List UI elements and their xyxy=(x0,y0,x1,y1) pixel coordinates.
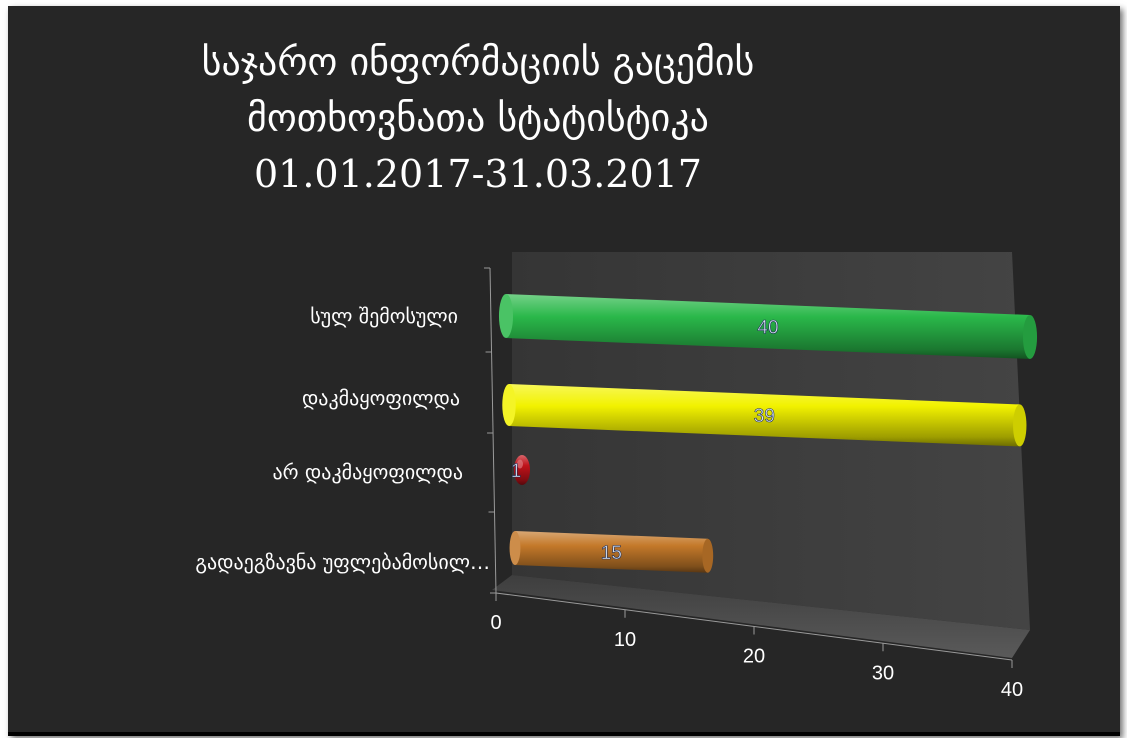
x-tick-label: 0 xyxy=(490,612,501,634)
category-label: სულ შემოსული xyxy=(310,304,458,328)
bar xyxy=(498,294,1038,359)
data-label: 1 xyxy=(511,461,522,482)
chart-bars xyxy=(498,294,1038,573)
title-date-range: 01.01.2017-31.03.2017 xyxy=(254,152,702,196)
data-label: 40 xyxy=(757,317,778,338)
bar xyxy=(502,384,1027,447)
chart-axes xyxy=(484,267,1013,668)
category-label: გადაეგზავნა უფლებამოსილ… xyxy=(195,550,490,574)
data-label: 15 xyxy=(601,543,622,564)
title-line-2: მოთხოვნათა სტატისტიკა xyxy=(247,96,709,140)
x-tick-label: 20 xyxy=(743,646,765,668)
chart-title: საჯარო ინფორმაციის გაცემის მოთხოვნათა სტ… xyxy=(128,34,828,202)
bar xyxy=(514,455,530,485)
data-label: 39 xyxy=(754,406,775,427)
x-tick-label: 40 xyxy=(1001,679,1023,701)
title-line-1: საჯარო ინფორმაციის გაცემის xyxy=(201,40,755,84)
chart-labels: 0 10 20 30 40 40 39 1 15 სულ შემოსული დაკმაყოფილდა… xyxy=(195,304,1023,701)
bar xyxy=(509,531,714,573)
x-tick-label: 30 xyxy=(872,662,894,684)
x-tick-label: 10 xyxy=(614,629,636,651)
category-label: დაკმაყოფილდა xyxy=(302,386,460,410)
category-label: არ დაკმაყოფილდა xyxy=(273,460,464,484)
